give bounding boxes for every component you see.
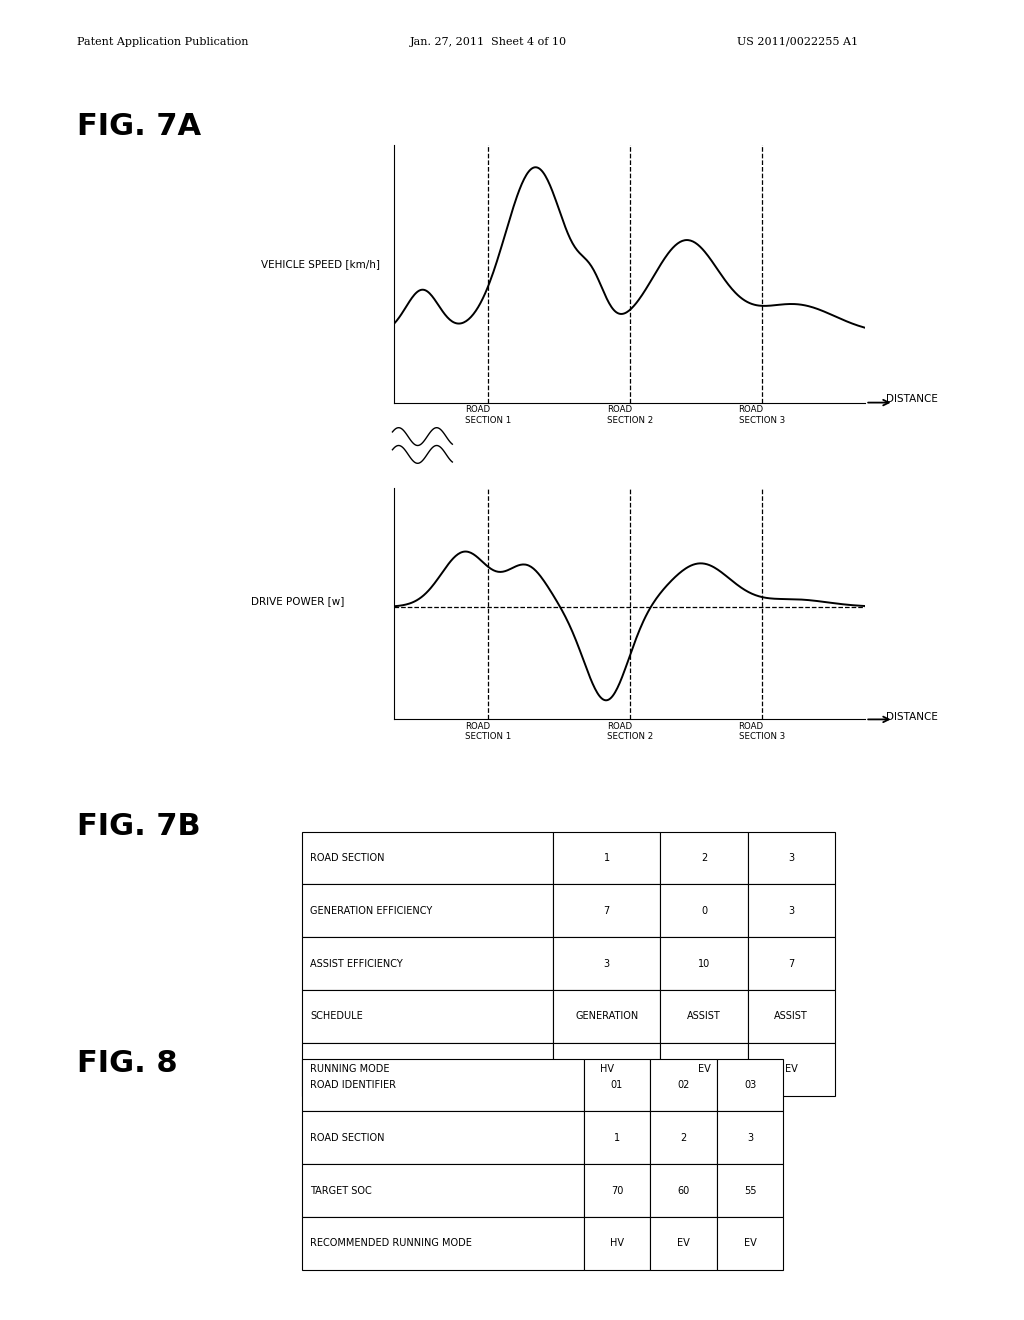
Text: 7: 7 bbox=[603, 906, 610, 916]
Text: EV: EV bbox=[697, 1064, 711, 1074]
Text: HV: HV bbox=[610, 1238, 624, 1249]
Text: EV: EV bbox=[784, 1064, 798, 1074]
Text: 3: 3 bbox=[604, 958, 609, 969]
Text: ROAD
SECTION 1: ROAD SECTION 1 bbox=[465, 722, 512, 742]
Text: ASSIST: ASSIST bbox=[687, 1011, 721, 1022]
Text: 3: 3 bbox=[788, 853, 794, 863]
Text: SCHEDULE: SCHEDULE bbox=[310, 1011, 364, 1022]
Text: Patent Application Publication: Patent Application Publication bbox=[77, 37, 248, 48]
Text: VEHICLE SPEED [km/h]: VEHICLE SPEED [km/h] bbox=[261, 259, 380, 269]
Text: Jan. 27, 2011  Sheet 4 of 10: Jan. 27, 2011 Sheet 4 of 10 bbox=[410, 37, 566, 48]
Text: ROAD
SECTION 2: ROAD SECTION 2 bbox=[606, 405, 653, 425]
Text: 2: 2 bbox=[700, 853, 708, 863]
Text: 1: 1 bbox=[614, 1133, 620, 1143]
Text: 1: 1 bbox=[604, 853, 609, 863]
Text: GENERATION: GENERATION bbox=[575, 1011, 638, 1022]
Text: 01: 01 bbox=[611, 1080, 623, 1090]
Text: ROAD
SECTION 2: ROAD SECTION 2 bbox=[606, 722, 653, 742]
Text: 7: 7 bbox=[787, 958, 795, 969]
Text: 03: 03 bbox=[744, 1080, 756, 1090]
Text: HV: HV bbox=[600, 1064, 613, 1074]
Text: 55: 55 bbox=[743, 1185, 757, 1196]
Text: ROAD
SECTION 1: ROAD SECTION 1 bbox=[465, 405, 512, 425]
Text: TARGET SOC: TARGET SOC bbox=[310, 1185, 372, 1196]
Text: RECOMMENDED RUNNING MODE: RECOMMENDED RUNNING MODE bbox=[310, 1238, 472, 1249]
Text: ROAD
SECTION 3: ROAD SECTION 3 bbox=[738, 722, 784, 742]
Text: DISTANCE: DISTANCE bbox=[886, 393, 938, 404]
Text: 3: 3 bbox=[788, 906, 794, 916]
Text: 10: 10 bbox=[698, 958, 710, 969]
Text: 3: 3 bbox=[748, 1133, 753, 1143]
Text: ROAD SECTION: ROAD SECTION bbox=[310, 853, 385, 863]
Text: FIG. 7A: FIG. 7A bbox=[77, 112, 201, 141]
Text: 60: 60 bbox=[678, 1185, 689, 1196]
Text: EV: EV bbox=[743, 1238, 757, 1249]
Text: ROAD IDENTIFIER: ROAD IDENTIFIER bbox=[310, 1080, 396, 1090]
Text: RUNNING MODE: RUNNING MODE bbox=[310, 1064, 390, 1074]
Text: FIG. 8: FIG. 8 bbox=[77, 1049, 177, 1078]
Text: 70: 70 bbox=[610, 1185, 624, 1196]
Text: 0: 0 bbox=[701, 906, 707, 916]
Text: DISTANCE: DISTANCE bbox=[886, 711, 938, 722]
Text: 2: 2 bbox=[680, 1133, 687, 1143]
Text: DRIVE POWER [w]: DRIVE POWER [w] bbox=[251, 595, 344, 606]
Text: US 2011/0022255 A1: US 2011/0022255 A1 bbox=[737, 37, 858, 48]
Text: GENERATION EFFICIENCY: GENERATION EFFICIENCY bbox=[310, 906, 432, 916]
Text: ROAD SECTION: ROAD SECTION bbox=[310, 1133, 385, 1143]
Text: EV: EV bbox=[677, 1238, 690, 1249]
Text: ASSIST: ASSIST bbox=[774, 1011, 808, 1022]
Text: ROAD
SECTION 3: ROAD SECTION 3 bbox=[738, 405, 784, 425]
Text: 02: 02 bbox=[677, 1080, 690, 1090]
Text: FIG. 7B: FIG. 7B bbox=[77, 812, 201, 841]
Text: ASSIST EFFICIENCY: ASSIST EFFICIENCY bbox=[310, 958, 403, 969]
